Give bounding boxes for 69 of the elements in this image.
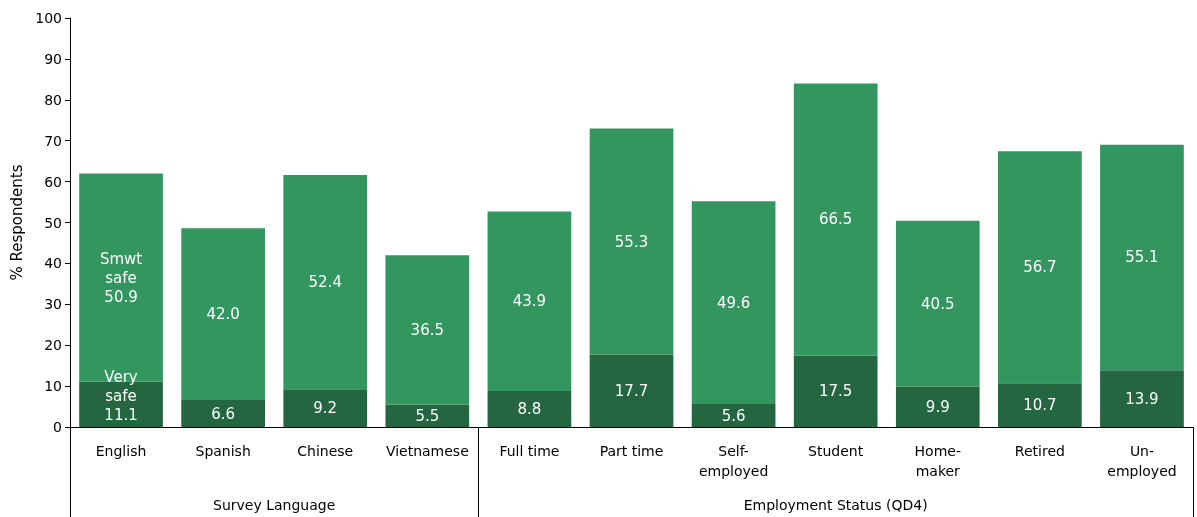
y-tick-label: 40	[44, 255, 62, 272]
data-label: 49.6	[716, 293, 751, 312]
y-tick-label: 100	[35, 10, 62, 26]
bar	[998, 151, 1082, 384]
bar	[589, 128, 674, 355]
x-tick-label: Student	[808, 443, 864, 459]
x-tick-label: English	[95, 443, 147, 459]
data-label: 17.5	[818, 382, 853, 401]
bar	[691, 404, 776, 427]
bar	[487, 211, 572, 392]
x-tick-label: Retired	[1014, 443, 1065, 459]
x-tick-label: Un- employed	[1107, 443, 1177, 479]
x-tick-label: Full time	[499, 443, 560, 459]
y-tick-label: 70	[44, 132, 62, 149]
text: Employment Status (QD4)	[743, 497, 928, 513]
bar	[998, 383, 1082, 427]
bar	[589, 354, 674, 427]
data-label: 43.9	[512, 292, 547, 311]
bar	[181, 400, 265, 427]
text: Survey Language	[213, 497, 336, 513]
data-label: 36.5	[410, 320, 445, 339]
data-label: 55.3	[614, 232, 649, 251]
data-label: 66.5	[818, 210, 853, 229]
data-label: 11.1	[104, 405, 138, 424]
series-label: Very safe	[104, 367, 138, 405]
data-label: 13.9	[1125, 389, 1159, 408]
data-label: 9.9	[925, 397, 950, 416]
x-tick-label: Vietnamese	[385, 443, 469, 459]
bar	[283, 389, 368, 427]
bar	[385, 404, 470, 427]
data-label: 52.4	[308, 273, 342, 292]
y-axis-title: % Respondents	[7, 164, 26, 281]
data-label: 55.1	[1125, 248, 1159, 267]
y-tick-label: 30	[44, 296, 62, 313]
data-label: 8.8	[517, 400, 542, 418]
data-label: 6.6	[211, 404, 236, 423]
data-label: 5.6	[721, 406, 746, 425]
bar	[895, 386, 980, 427]
data-label: 40.5	[921, 294, 955, 313]
bar	[487, 391, 572, 427]
bar	[1100, 370, 1184, 427]
bar	[793, 355, 878, 427]
bar	[691, 201, 776, 405]
bar	[1100, 144, 1184, 371]
data-label: 10.7	[1023, 396, 1057, 415]
series-label: Smwt safe	[99, 249, 143, 287]
x-tick-label: Self- employed	[698, 443, 769, 479]
data-label: 17.7	[614, 381, 649, 400]
data-label: 50.9	[104, 287, 138, 306]
y-tick-label: 60	[44, 173, 62, 190]
x-tick-label: Spanish	[195, 443, 251, 459]
y-tick-label: 0	[53, 419, 62, 435]
y-tick-label: 80	[44, 91, 62, 108]
data-label: 56.7	[1023, 258, 1057, 277]
bar	[895, 220, 980, 387]
y-tick-label: 50	[44, 214, 62, 231]
y-tick-label: 90	[44, 50, 62, 67]
y-tick-label: 10	[44, 378, 62, 395]
x-tick-label: Home- maker	[914, 443, 961, 479]
bar	[181, 228, 265, 401]
x-tick-label: Part time	[599, 443, 664, 459]
bar	[385, 255, 470, 405]
y-tick-label: 20	[44, 337, 62, 354]
bar	[793, 83, 878, 356]
data-label: 9.2	[313, 399, 338, 418]
bar	[283, 175, 368, 390]
data-label: 5.5	[415, 406, 440, 425]
x-tick-label: Chinese	[297, 443, 354, 459]
data-label: 42.0	[206, 305, 240, 324]
